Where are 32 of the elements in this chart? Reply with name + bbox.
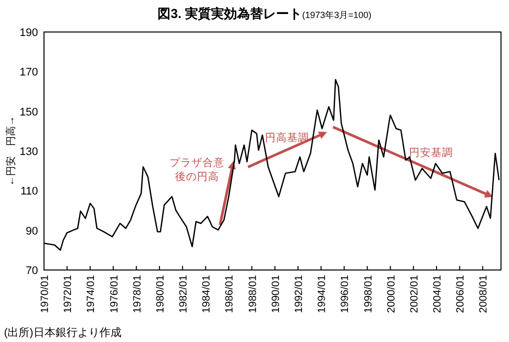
y-tick-label: 110 — [20, 186, 38, 198]
x-tick-label: 1982/01 — [178, 274, 190, 313]
x-tick-label: 1978/01 — [131, 274, 144, 313]
x-tick-label: 1974/01 — [85, 274, 98, 313]
x-tick-label: 1986/01 — [224, 274, 236, 313]
y-tick-label: 170 — [20, 66, 38, 79]
y-tick-label: 90 — [26, 225, 38, 238]
x-tick-label: 1976/01 — [108, 274, 120, 313]
y-axis-title: ←円安 円高→ — [5, 116, 17, 186]
x-tick-label: 1994/01 — [316, 274, 328, 313]
x-tick-label: 1988/01 — [246, 274, 259, 313]
x-tick-label: 2008/01 — [478, 274, 490, 313]
x-tick-label: 2004/01 — [432, 274, 444, 313]
annotation: 円安基調 — [409, 146, 453, 159]
y-tick-label: 70 — [26, 265, 38, 277]
x-tick-label: 1996/01 — [339, 274, 352, 313]
chart-subtitle: (1973年3月=100) — [302, 10, 372, 20]
x-tick-label: 1970/01 — [39, 274, 51, 313]
y-tick-label: 190 — [20, 27, 38, 39]
x-tick-label: 2000/01 — [385, 274, 398, 313]
y-tick-label: 130 — [20, 146, 38, 158]
x-tick-label: 1972/01 — [62, 274, 74, 313]
x-tick-label: 1980/01 — [154, 274, 166, 313]
x-tick-label: 2002/01 — [408, 274, 420, 313]
text: (出所)日本銀行より作成 — [4, 326, 122, 339]
y-tick-label: 150 — [20, 106, 38, 118]
x-tick-label: 1990/01 — [270, 274, 282, 313]
annotation: プラザ合意後の円高 — [170, 156, 224, 183]
x-tick-label: 1992/01 — [292, 274, 305, 313]
x-tick-label: 1998/01 — [362, 274, 374, 313]
x-tick-label: 1984/01 — [200, 274, 213, 313]
x-tick-label: 2006/01 — [454, 274, 467, 313]
